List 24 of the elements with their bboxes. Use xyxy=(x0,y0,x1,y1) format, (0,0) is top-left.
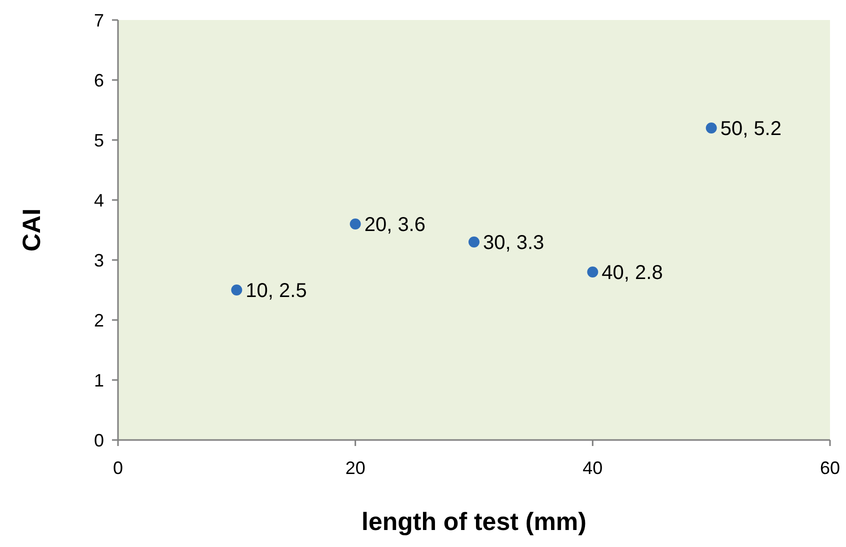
data-label: 50, 5.2 xyxy=(720,118,782,140)
point xyxy=(706,122,717,134)
point xyxy=(231,284,242,296)
x-tick-label: 40 xyxy=(582,458,603,478)
y-tick-label: 0 xyxy=(94,430,104,450)
x-tick-label: 20 xyxy=(345,458,366,478)
x-tick-label: 60 xyxy=(820,458,840,478)
x-axis-title: length of test (mm) xyxy=(362,508,586,536)
x-tick-label: 0 xyxy=(112,458,124,478)
y-axis-title: CAI xyxy=(18,208,46,252)
y-tick-label: 3 xyxy=(94,250,104,270)
y-tick-label: 2 xyxy=(94,310,104,330)
y-tick-label: 7 xyxy=(94,10,104,30)
y-tick-label: 6 xyxy=(94,70,104,90)
point xyxy=(468,236,480,248)
data-label: 30, 3.3 xyxy=(483,232,544,254)
data-label: 40, 2.8 xyxy=(602,262,663,284)
y-tick-label: 4 xyxy=(94,190,104,210)
data-label: 10, 2.5 xyxy=(246,280,307,302)
data-label: 20, 3.6 xyxy=(364,214,426,236)
y-tick-label: 5 xyxy=(94,130,104,150)
point xyxy=(350,218,361,230)
y-tick-label: 1 xyxy=(94,370,104,390)
point xyxy=(587,266,598,278)
